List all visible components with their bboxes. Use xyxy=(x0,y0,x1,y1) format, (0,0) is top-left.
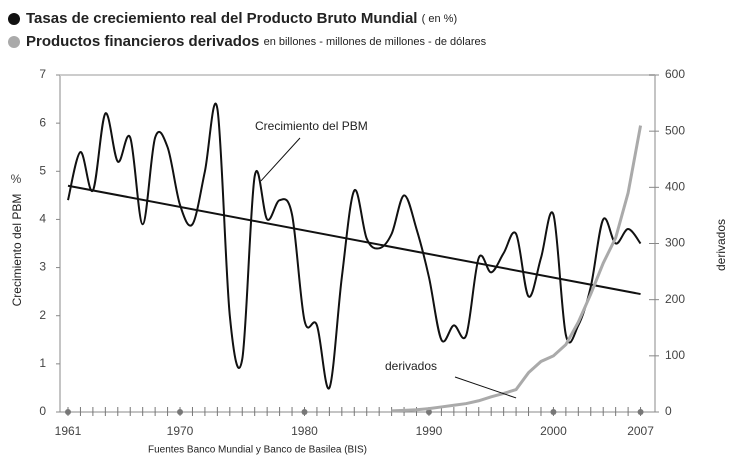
y2-tick-label: 100 xyxy=(665,348,685,362)
y-tick-label: 7 xyxy=(39,67,46,81)
y-tick-label: 4 xyxy=(39,212,46,226)
series-line xyxy=(67,184,641,296)
y-tick-label: 6 xyxy=(39,115,46,129)
y2-tick-label: 400 xyxy=(665,180,685,194)
annotation-pointer xyxy=(260,137,301,182)
y2-tick-label: 0 xyxy=(665,404,672,418)
y-unit: % xyxy=(11,172,22,186)
x-tick-label: 1980 xyxy=(291,424,318,438)
annotation: Crecimiento del PBM xyxy=(255,119,368,133)
source: Fuentes Banco Mundial y Banco de Basilea… xyxy=(148,445,367,456)
x-tick-label: 1990 xyxy=(416,424,443,438)
annotation: derivados xyxy=(385,359,437,373)
y-axis-label: Crecimiento del PBM xyxy=(10,194,24,307)
y2-tick-label: 500 xyxy=(665,123,685,137)
y-tick-label: 1 xyxy=(39,356,46,370)
x-tick-label: 1970 xyxy=(167,424,194,438)
y-tick-label: 0 xyxy=(39,404,46,418)
y2-tick-label: 600 xyxy=(665,67,685,81)
series-line xyxy=(391,125,643,413)
legend-label: Productos financieros derivados en billo… xyxy=(26,33,487,50)
series-line xyxy=(67,102,642,390)
x-tick-label: 2007 xyxy=(627,424,654,438)
annotation-pointer xyxy=(454,376,517,399)
y-tick-label: 2 xyxy=(39,308,46,322)
x-tick-label: 1961 xyxy=(55,424,82,438)
y2-tick-label: 300 xyxy=(665,236,685,250)
legend-label: Tasas de creciemiento real del Producto … xyxy=(26,10,457,27)
y-tick-label: 5 xyxy=(39,163,46,177)
y2-tick-label: 200 xyxy=(665,292,685,306)
y2-axis-label: derivados xyxy=(714,219,728,271)
legend-marker xyxy=(8,36,20,48)
y-tick-label: 3 xyxy=(39,260,46,274)
legend-marker xyxy=(8,13,20,25)
x-tick-label: 2000 xyxy=(540,424,567,438)
